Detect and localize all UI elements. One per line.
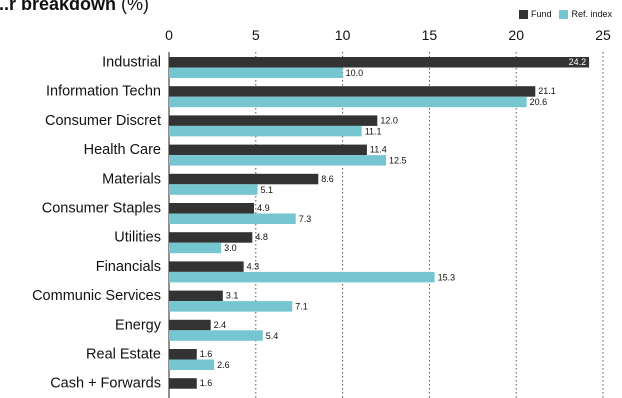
bar-fund-financials (169, 261, 244, 272)
x-tick-label-5: 5 (252, 27, 260, 43)
legend-swatch-fund (518, 9, 528, 19)
value-label-fund-information-techn: 21.1 (538, 86, 556, 96)
bar-ref-index-consumer-discret (169, 125, 362, 137)
value-label-fund-consumer-staples: 4.9 (257, 203, 270, 213)
category-label-utilities: Utilities (114, 230, 161, 246)
bar-fund-energy (169, 319, 211, 331)
bar-ref-index-utilities (169, 242, 222, 254)
value-label-ref-index-information-techn: 20.6 (530, 97, 548, 107)
bar-fund-information-techn (169, 86, 536, 97)
bar-ref-index-information-techn (169, 96, 527, 108)
bar-fund-real-estate (169, 349, 197, 360)
chart-title-text: ...r breakdown (0, 0, 117, 14)
bar-fund-materials (169, 173, 319, 185)
legend: Fund Ref. index (518, 9, 612, 19)
value-label-ref-index-financials: 15.3 (438, 272, 456, 282)
x-tick-label-0: 0 (165, 27, 173, 43)
bar-fund-communic-services (169, 290, 223, 302)
bar-ref-index-materials (169, 184, 258, 195)
legend-label-ref-index: Ref. index (571, 9, 612, 19)
legend-label-fund: Fund (530, 9, 552, 19)
x-tick-label-10: 10 (335, 27, 351, 43)
bar-fund-health-care (169, 144, 367, 156)
x-tick-label-15: 15 (422, 27, 438, 43)
category-label-information-techn: Information Techn (46, 84, 161, 100)
legend-swatch-ref-index (559, 9, 569, 19)
value-label-fund-real-estate: 1.6 (200, 349, 213, 359)
category-label-energy: Energy (115, 317, 162, 333)
value-label-fund-energy: 2.4 (214, 320, 227, 330)
bar-ref-index-health-care (169, 155, 386, 166)
value-label-ref-index-industrial: 10.0 (346, 68, 364, 78)
value-label-fund-communic-services: 3.1 (226, 291, 239, 301)
legend-item-ref-index: Ref. index (559, 9, 612, 19)
value-label-fund-industrial: 24.2 (569, 57, 587, 67)
bar-ref-index-energy (169, 330, 263, 341)
category-label-financials: Financials (96, 259, 161, 275)
value-label-ref-index-real-estate: 2.6 (217, 360, 230, 370)
bar-ref-index-industrial (169, 67, 343, 78)
bar-fund-consumer-discret (169, 115, 378, 126)
value-label-fund-cash-forwards: 1.6 (200, 378, 213, 388)
category-label-communic-services: Communic Services (32, 288, 161, 304)
category-label-real-estate: Real Estate (86, 347, 161, 363)
value-label-ref-index-consumer-discret: 11.1 (365, 126, 382, 136)
value-label-ref-index-materials: 5.1 (261, 185, 274, 195)
value-label-ref-index-health-care: 12.5 (389, 156, 407, 166)
x-tick-label-20: 20 (508, 27, 524, 43)
category-label-cash-forwards: Cash + Forwards (50, 376, 161, 392)
value-label-fund-materials: 8.6 (321, 174, 334, 184)
value-label-fund-utilities: 4.8 (255, 232, 268, 242)
category-label-consumer-staples: Consumer Staples (42, 201, 161, 217)
bar-fund-utilities (169, 232, 253, 243)
value-label-fund-consumer-discret: 12.0 (380, 115, 398, 125)
bar-ref-index-real-estate (169, 359, 215, 370)
bar-ref-index-financials (169, 271, 435, 283)
bar-ref-index-communic-services (169, 301, 293, 312)
chart-title-unit: (%) (121, 0, 150, 14)
category-label-health-care: Health Care (84, 142, 161, 158)
category-label-industrial: Industrial (102, 55, 161, 71)
chart-title: ...r breakdown (%) (0, 0, 149, 15)
legend-item-fund: Fund (518, 9, 552, 19)
value-label-fund-financials: 4.3 (247, 261, 260, 271)
value-label-fund-health-care: 11.4 (370, 145, 387, 155)
bar-ref-index-consumer-staples (169, 213, 296, 224)
bar-fund-consumer-staples (169, 203, 255, 214)
bar-fund-cash-forwards (169, 378, 197, 389)
x-tick-label-25: 25 (595, 27, 611, 43)
category-label-consumer-discret: Consumer Discret (45, 113, 161, 129)
value-label-ref-index-energy: 5.4 (266, 331, 279, 341)
value-label-ref-index-communic-services: 7.1 (295, 302, 308, 312)
value-label-ref-index-consumer-staples: 7.3 (299, 214, 312, 224)
bar-fund-industrial (169, 57, 590, 68)
value-label-ref-index-utilities: 3.0 (224, 243, 237, 253)
category-label-materials: Materials (102, 171, 161, 187)
